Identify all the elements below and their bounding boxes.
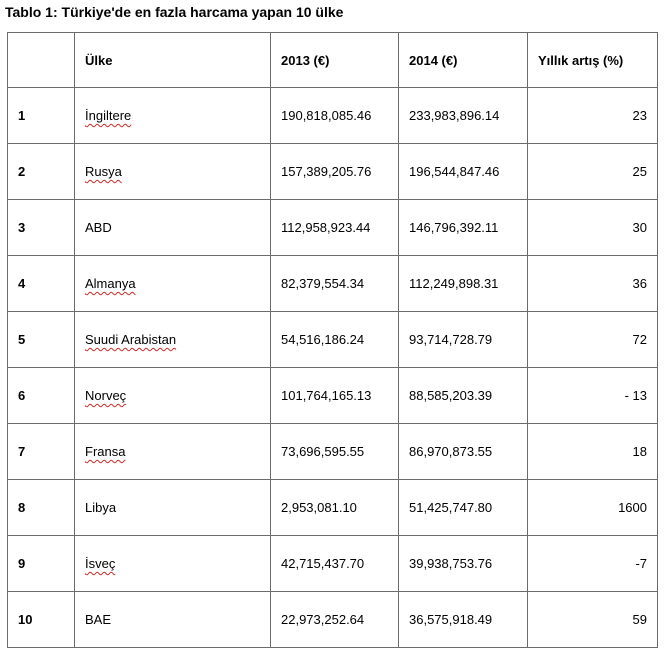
- table-row: 8 Libya 2,953,081.10 51,425,747.80 1600: [7, 479, 658, 536]
- value-2014-cell: 233,983,896.14: [398, 87, 528, 144]
- header-2013: 2013 (€): [270, 32, 399, 88]
- country-cell: Almanya: [74, 255, 271, 312]
- rank-cell: 6: [7, 367, 75, 424]
- country-cell: Libya: [74, 479, 271, 536]
- header-2014: 2014 (€): [398, 32, 528, 88]
- country-cell: İsveç: [74, 535, 271, 592]
- country-name: Almanya: [85, 276, 136, 291]
- value-2014-cell: 36,575,918.49: [398, 591, 528, 648]
- country-name: Fransa: [85, 444, 126, 459]
- rank-cell: 9: [7, 535, 75, 592]
- country-cell: BAE: [74, 591, 271, 648]
- country-cell: Fransa: [74, 423, 271, 480]
- value-2014-cell: 146,796,392.11: [398, 199, 528, 256]
- value-2014-cell: 51,425,747.80: [398, 479, 528, 536]
- table-row: 6 Norveç 101,764,165.13 88,585,203.39- 13: [7, 367, 658, 424]
- table-title: Tablo 1: Türkiye'de en fazla harcama yap…: [5, 4, 344, 20]
- value-2013-cell: 42,715,437.70: [270, 535, 399, 592]
- value-2013-cell: 112,958,923.44: [270, 199, 399, 256]
- value-2013-cell: 54,516,186.24: [270, 311, 399, 368]
- growth-cell: -7: [527, 535, 658, 592]
- growth-cell: 30: [527, 199, 658, 256]
- value-2014-cell: 39,938,753.76: [398, 535, 528, 592]
- header-country: Ülke: [74, 32, 271, 88]
- table-row: 10 BAE 22,973,252.64 36,575,918.49 59: [7, 591, 658, 648]
- country-name: Norveç: [85, 388, 127, 403]
- growth-cell: 18: [527, 423, 658, 480]
- table-row: 2 Rusya 157,389,205.76 196,544,847.46 25: [7, 143, 658, 200]
- value-2013-cell: 157,389,205.76: [270, 143, 399, 200]
- country-name: İsveç: [85, 556, 116, 571]
- country-cell: İngiltere: [74, 87, 271, 144]
- value-2014-cell: 88,585,203.39: [398, 367, 528, 424]
- country-cell: Norveç: [74, 367, 271, 424]
- growth-cell: 1600: [527, 479, 658, 536]
- header-growth: Yıllık artış (%): [527, 32, 658, 88]
- rank-cell: 3: [7, 199, 75, 256]
- value-2014-cell: 196,544,847.46: [398, 143, 528, 200]
- value-2013-cell: 190,818,085.46: [270, 87, 399, 144]
- country-name: ABD: [85, 220, 112, 235]
- rank-cell: 4: [7, 255, 75, 312]
- rank-cell: 5: [7, 311, 75, 368]
- country-name: Rusya: [85, 164, 122, 179]
- value-2013-cell: 22,973,252.64: [270, 591, 399, 648]
- rank-cell: 1: [7, 87, 75, 144]
- country-name: BAE: [85, 612, 112, 627]
- country-cell: Rusya: [74, 143, 271, 200]
- growth-cell: 23: [527, 87, 658, 144]
- spending-table: Ülke 2013 (€) 2014 (€) Yıllık artış (%) …: [7, 32, 658, 648]
- country-name: Libya: [85, 500, 117, 515]
- rank-cell: 8: [7, 479, 75, 536]
- growth-cell: 72: [527, 311, 658, 368]
- country-name: Suudi Arabistan: [85, 332, 177, 347]
- table-row: 3 ABD 112,958,923.44 146,796,392.11 30: [7, 199, 658, 256]
- growth-cell: - 13: [527, 367, 658, 424]
- value-2014-cell: 86,970,873.55: [398, 423, 528, 480]
- table-row: 9 İsveç 42,715,437.70 39,938,753.76 -7: [7, 535, 658, 592]
- rank-cell: 10: [7, 591, 75, 648]
- value-2014-cell: 93,714,728.79: [398, 311, 528, 368]
- country-name: İngiltere: [85, 108, 132, 123]
- table-row: 7 Fransa 73,696,595.55 86,970,873.55 18: [7, 423, 658, 480]
- rank-cell: 2: [7, 143, 75, 200]
- country-cell: Suudi Arabistan: [74, 311, 271, 368]
- value-2013-cell: 73,696,595.55: [270, 423, 399, 480]
- growth-cell: 25: [527, 143, 658, 200]
- value-2013-cell: 101,764,165.13: [270, 367, 399, 424]
- growth-cell: 36: [527, 255, 658, 312]
- table-header-row: Ülke 2013 (€) 2014 (€) Yıllık artış (%): [7, 32, 658, 88]
- value-2013-cell: 82,379,554.34: [270, 255, 399, 312]
- table-row: 4 Almanya 82,379,554.34 112,249,898.31 36: [7, 255, 658, 312]
- growth-cell: 59: [527, 591, 658, 648]
- table-row: 5 Suudi Arabistan 54,516,186.24 93,714,728.…: [7, 311, 658, 368]
- header-rank: [7, 32, 75, 88]
- rank-cell: 7: [7, 423, 75, 480]
- country-cell: ABD: [74, 199, 271, 256]
- value-2014-cell: 112,249,898.31: [398, 255, 528, 312]
- table-row: 1 İngiltere 190,818,085.46 233,983,896.14 23: [7, 87, 658, 144]
- value-2013-cell: 2,953,081.10: [270, 479, 399, 536]
